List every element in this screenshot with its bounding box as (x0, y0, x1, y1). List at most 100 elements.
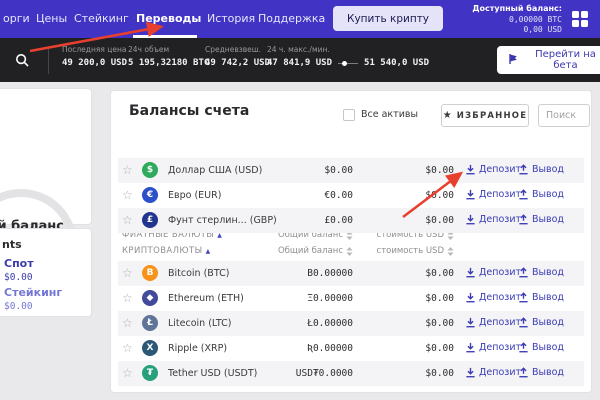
withdraw-link[interactable]: Вывод (518, 292, 564, 303)
favorite-star-icon[interactable]: ☆ (122, 163, 133, 177)
eth-coin-icon: ◆ (142, 290, 158, 306)
deposit-link[interactable]: Депозит (465, 317, 521, 328)
download-icon (466, 367, 475, 378)
stat-last-price: Последняя цена 49 200,0 USD (62, 45, 128, 68)
search-icon[interactable] (15, 53, 30, 72)
table-row-usdt: ☆ ₮ Tether USD (USDT) USD₮0.0000 $0.00 Д… (118, 361, 584, 386)
usd-coin-icon: $ (142, 162, 158, 178)
withdraw-link[interactable]: Вывод (518, 342, 564, 353)
asset-usd-value: $0.00 (425, 190, 454, 201)
download-icon (466, 292, 475, 303)
nav-item-prices[interactable]: Цены (36, 12, 68, 25)
withdraw-link[interactable]: Вывод (518, 189, 564, 200)
favorite-star-icon[interactable]: ☆ (122, 366, 133, 380)
favorite-star-icon[interactable]: ☆ (122, 316, 133, 330)
star-icon: ★ (442, 110, 452, 121)
deposit-link[interactable]: Депозит (465, 189, 521, 200)
nav-item-support[interactable]: Поддержка (258, 12, 326, 25)
table-row-xrp: ☆ X Ripple (XRP) Ʀ0.00000 $0.00 Депозит … (118, 336, 584, 361)
withdraw-link[interactable]: Вывод (518, 367, 564, 378)
withdraw-link[interactable]: Вывод (518, 214, 564, 225)
beta-button[interactable]: Перейти на бета (497, 46, 600, 74)
accounts-title: nts (2, 238, 22, 251)
download-icon (466, 342, 475, 353)
active-tab-indicator (133, 35, 197, 38)
favorites-button[interactable]: ★ ИЗБРАННОЕ (441, 104, 529, 127)
asset-balance: $0.00 (324, 165, 353, 176)
upload-icon (519, 342, 528, 353)
ltc-coin-icon: Ł (142, 315, 158, 331)
upload-icon (519, 292, 528, 303)
asset-balance: B0.00000 (307, 268, 353, 279)
deposit-link[interactable]: Депозит (465, 367, 521, 378)
account-spot[interactable]: Спот $0.00 (4, 257, 34, 283)
asset-usd-value: $0.00 (425, 293, 454, 304)
account-staking[interactable]: Стейкинг $0.00 (4, 286, 63, 312)
available-balance: Доступный баланс: 0,00000 BTC 0,00 USD (472, 4, 562, 36)
asset-usd-value: $0.00 (425, 268, 454, 279)
sort-asc-icon: ▲ (205, 248, 211, 255)
download-icon (466, 189, 475, 200)
gbp-coin-icon: £ (142, 212, 158, 228)
table-row-eur: ☆ € Евро (EUR) €0.00 $0.00 Депозит Вывод (118, 183, 584, 208)
asset-balance: Ξ0.00000 (307, 293, 353, 304)
asset-name: Евро (EUR) (168, 190, 222, 201)
section-title[interactable]: КРИПТОВАЛЮТЫ ▲ (122, 246, 211, 256)
balance-usd-value: 0,00 USD (523, 25, 562, 34)
nav-item-staking[interactable]: Стейкинг (74, 12, 129, 25)
deposit-link[interactable]: Депозит (465, 292, 521, 303)
range-slider (338, 60, 359, 66)
asset-balance: Ʀ0.00000 (307, 343, 353, 354)
eur-coin-icon: € (142, 187, 158, 203)
withdraw-link[interactable]: Вывод (518, 164, 564, 175)
deposit-link[interactable]: Депозит (465, 214, 521, 225)
search-input[interactable] (538, 104, 590, 127)
beta-flag-icon (507, 53, 519, 68)
asset-balance: £0.00 (324, 215, 353, 226)
upload-icon (519, 214, 528, 225)
accounts-card (0, 228, 92, 317)
download-icon (466, 214, 475, 225)
ticker-bar: Последняя цена 49 200,0 USD 24ч объем 5 … (0, 38, 600, 82)
table-row-usd: ☆ $ Доллар США (USD) $0.00 $0.00 Депозит… (118, 158, 584, 183)
column-value[interactable]: стоимость USD (361, 246, 454, 256)
asset-balance: €0.00 (324, 190, 353, 201)
section-title[interactable]: ФИАТНЫЕ ВАЛЮТЫ ▲ (122, 230, 223, 240)
table-row-btc: ☆ B Bitcoin (BTC) B0.00000 $0.00 Депозит… (118, 261, 584, 286)
nav-item-transfers[interactable]: Переводы (136, 12, 202, 25)
column-balance[interactable]: Общий баланс (241, 246, 353, 256)
sort-both-icon (346, 246, 353, 256)
deposit-link[interactable]: Депозит (465, 164, 521, 175)
favorite-star-icon[interactable]: ☆ (122, 341, 133, 355)
stat-volume: 24ч объем 5 195,32180 BTC (128, 45, 210, 68)
asset-balance: Ł0.00000 (307, 318, 353, 329)
apps-grid-icon[interactable] (572, 11, 588, 27)
balances-panel: Балансы счета Все активы ★ ИЗБРАННОЕ ФИА… (110, 90, 592, 393)
table-row-gbp: ☆ £ Фунт стерлин... (GBP) £0.00 $0.00 Де… (118, 208, 584, 233)
asset-usd-value: $0.00 (425, 368, 454, 379)
sort-both-icon (447, 246, 454, 256)
btc-coin-icon: B (142, 265, 158, 281)
download-icon (466, 267, 475, 278)
stat-weighted-avg: Средневзвеш. 49 742,2 USD (205, 45, 271, 68)
withdraw-link[interactable]: Вывод (518, 267, 564, 278)
crypto-section-header: КРИПТОВАЛЮТЫ ▲ Общий баланс стоимость US… (118, 237, 584, 261)
all-assets-label: Все активы (361, 109, 418, 120)
deposit-link[interactable]: Депозит (465, 342, 521, 353)
favorite-star-icon[interactable]: ☆ (122, 188, 133, 202)
nav-item-torgi[interactable]: орги (3, 12, 30, 25)
upload-icon (519, 317, 528, 328)
download-icon (466, 317, 475, 328)
favorite-star-icon[interactable]: ☆ (122, 213, 133, 227)
favorite-star-icon[interactable]: ☆ (122, 266, 133, 280)
deposit-link[interactable]: Депозит (465, 267, 521, 278)
usdt-coin-icon: ₮ (142, 365, 158, 381)
upload-icon (519, 189, 528, 200)
favorite-star-icon[interactable]: ☆ (122, 291, 133, 305)
withdraw-link[interactable]: Вывод (518, 317, 564, 328)
all-assets-checkbox[interactable] (343, 109, 355, 121)
buy-crypto-button[interactable]: Купить крипту (333, 6, 444, 31)
nav-item-history[interactable]: История (207, 12, 256, 25)
table-row-ltc: ☆ Ł Litecoin (LTC) Ł0.00000 $0.00 Депози… (118, 311, 584, 336)
